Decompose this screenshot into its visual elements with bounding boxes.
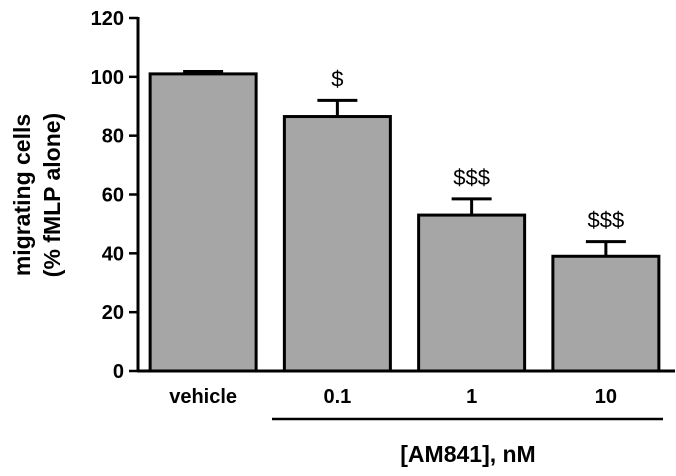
y-tick-label: 100 xyxy=(91,67,124,89)
y-tick-label: 20 xyxy=(102,302,124,324)
y-tick-label: 80 xyxy=(102,126,124,148)
x-tick-label-3: 10 xyxy=(595,386,617,408)
y-tick-label: 60 xyxy=(102,185,124,207)
y-tick-label: 0 xyxy=(113,361,124,383)
significance-label-3: $$$ xyxy=(588,208,625,233)
y-tick-label: 40 xyxy=(102,243,124,265)
group-label: [AM841], nM xyxy=(400,441,535,467)
x-tick-label-2: 1 xyxy=(466,386,477,408)
bar-1 xyxy=(282,115,392,373)
x-axis-tick-labels: vehicle 0.1 1 10 xyxy=(169,386,617,408)
x-tick-label-0: vehicle xyxy=(169,386,237,408)
y-axis-label-line-2: (% fMLP alone) xyxy=(39,113,65,277)
bar-3 xyxy=(551,254,661,373)
bar-2 xyxy=(417,213,527,373)
y-axis-label-line-1: migrating cells xyxy=(9,114,35,276)
significance-annotations: $$$$$$$ xyxy=(331,66,624,232)
error-bars xyxy=(183,70,626,257)
y-tick-label: 120 xyxy=(91,8,124,30)
bar-0 xyxy=(148,72,258,373)
x-tick-label-1: 0.1 xyxy=(323,386,351,408)
y-axis-label: migrating cells (% fMLP alone) xyxy=(9,113,65,277)
bars xyxy=(148,72,661,373)
significance-label-1: $ xyxy=(331,66,343,91)
significance-label-2: $$$ xyxy=(453,165,490,190)
